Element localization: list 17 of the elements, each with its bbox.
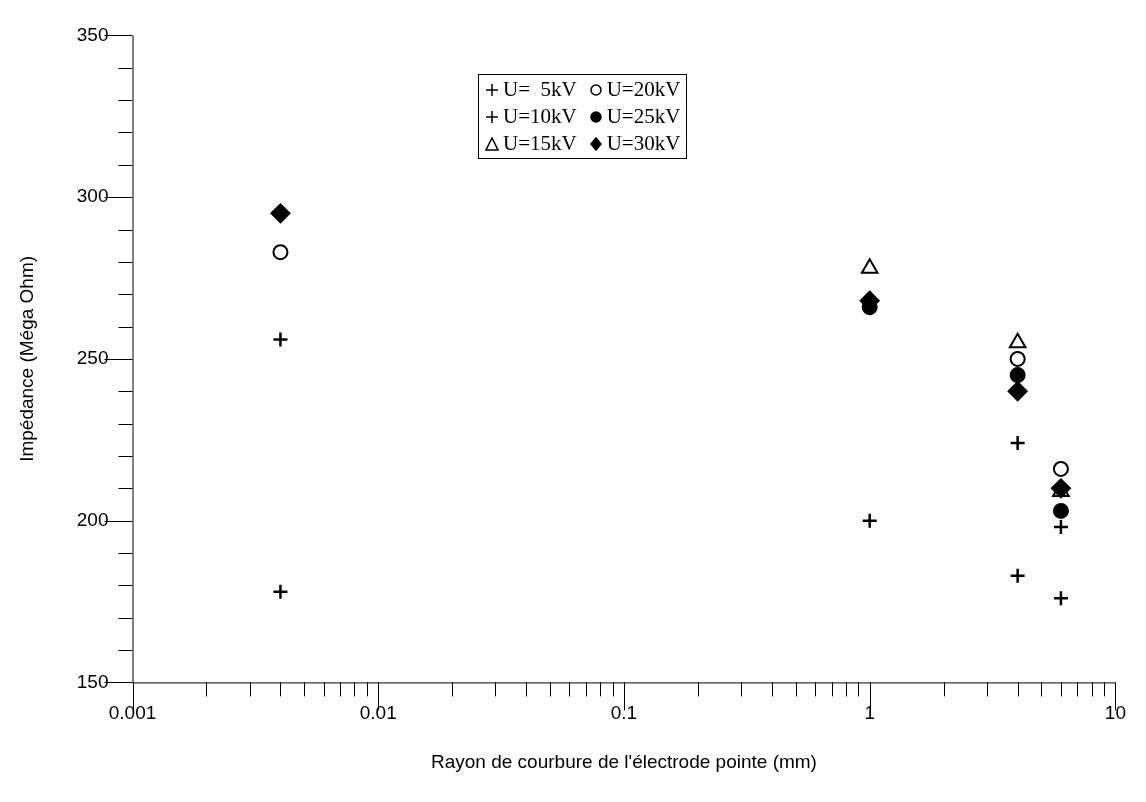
y-tick-label: 200 <box>76 508 109 530</box>
x-tick-label: 0.01 <box>359 702 397 724</box>
legend-label: U=25kV <box>606 104 681 129</box>
y-tick-label: 300 <box>76 185 109 207</box>
legend-label: U=20kV <box>606 77 681 102</box>
legend-label: U= 5kV <box>503 77 577 102</box>
legend-label: U=10kV <box>503 104 577 129</box>
y-axis-title: Impédance (Méga Ohm) <box>15 255 37 462</box>
y-tick-label: 350 <box>76 23 109 45</box>
x-tick-label: 0.1 <box>610 702 638 724</box>
y-tick-label: 150 <box>76 670 109 692</box>
x-tick-label: 0.001 <box>108 702 157 724</box>
x-tick-label: 10 <box>1104 702 1126 724</box>
x-axis-title: Rayon de courbure de l'électrode pointe (mm) <box>431 750 817 772</box>
y-tick-label: 250 <box>76 347 109 369</box>
legend-label: U=30kV <box>606 131 681 156</box>
legend-label: U=15kV <box>503 131 577 156</box>
